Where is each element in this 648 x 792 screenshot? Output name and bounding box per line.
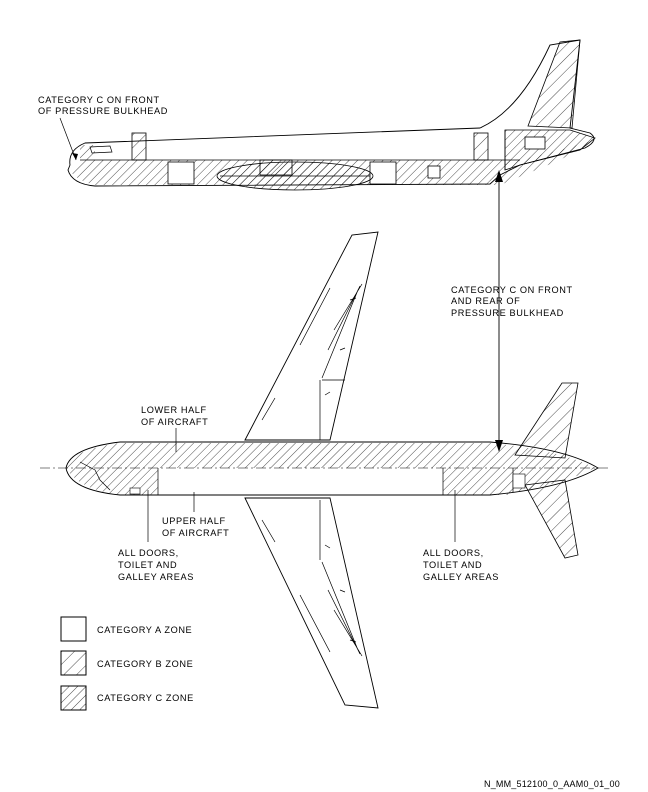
legend-swatch-category-a	[60, 616, 87, 642]
front-rear-bulkhead-label-line2: AND REAR OF	[451, 296, 520, 306]
upper-half-label-line1: UPPER HALF	[162, 516, 226, 526]
doors-left-label-line2: TOILET AND	[118, 560, 177, 570]
front-bulkhead-leader	[59, 117, 77, 161]
legend: CATEGORY A ZONE CATEGORY B ZONE CATEGORY…	[60, 616, 194, 711]
legend-swatch-category-c	[60, 685, 87, 711]
doors-right-label-line1: ALL DOORS,	[423, 548, 484, 558]
lower-half-label-line1: LOWER HALF	[141, 405, 207, 415]
doors-right-label-line2: TOILET AND	[423, 560, 482, 570]
doors-left-label-line3: GALLEY AREAS	[118, 572, 194, 582]
lower-half-label-line2: OF AIRCRAFT	[141, 417, 208, 427]
front-rear-bulkhead-label-line1: CATEGORY C ON FRONT	[451, 285, 573, 295]
upper-half-label-line2: OF AIRCRAFT	[162, 528, 229, 538]
front-rear-bulkhead-label-line3: PRESSURE BULKHEAD	[451, 308, 564, 318]
legend-label-category-a: CATEGORY A ZONE	[97, 625, 192, 635]
legend-label-category-c: CATEGORY C ZONE	[97, 693, 194, 703]
front-bulkhead-label-line2: OF PRESSURE BULKHEAD	[38, 106, 168, 116]
legend-label-category-b: CATEGORY B ZONE	[97, 659, 193, 669]
plan-view-aircraft	[40, 231, 608, 709]
legend-swatch-category-b	[60, 650, 87, 676]
doors-left-label-line1: ALL DOORS,	[118, 548, 179, 558]
doors-right-label-line3: GALLEY AREAS	[423, 572, 499, 582]
figure-id: N_MM_512100_0_AAM0_01_00	[484, 779, 620, 789]
front-bulkhead-label-line1: CATEGORY C ON FRONT	[38, 95, 160, 105]
side-view-aircraft	[67, 39, 596, 191]
